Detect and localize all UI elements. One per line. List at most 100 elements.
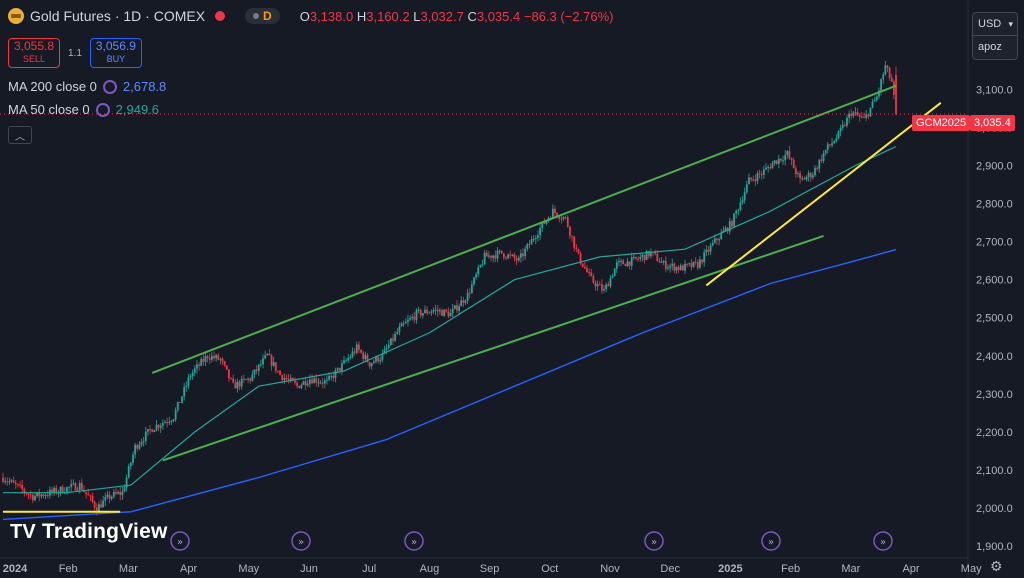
candle-body	[741, 200, 744, 203]
candle-body	[298, 385, 301, 389]
candle-body	[490, 255, 492, 258]
candle-body	[127, 466, 130, 478]
candle-body	[394, 333, 397, 341]
candle-body	[596, 284, 599, 287]
symbol-title[interactable]: Gold Futures · 1D · COMEX	[30, 8, 206, 24]
candle-body	[488, 255, 490, 257]
candle-body	[294, 380, 296, 383]
candle-body	[660, 262, 663, 264]
candle-body	[860, 116, 863, 118]
buy-button[interactable]: 3,056.9 BUY	[89, 38, 142, 68]
candle-body	[816, 167, 819, 169]
y-tick-label: 1,900.0	[976, 541, 1013, 553]
candle-body	[537, 235, 539, 238]
candle-body	[89, 495, 92, 497]
y-tick-label: 2,400.0	[976, 351, 1013, 363]
candle-body	[468, 292, 471, 294]
candle-body	[628, 261, 631, 266]
candle-body	[343, 360, 345, 364]
candle-body	[605, 284, 608, 290]
candle-body	[871, 101, 874, 108]
candle-body	[10, 480, 13, 482]
scale-mode[interactable]: apoz	[978, 41, 1002, 53]
trade-buttons: 3,055.8 SELL 1.1 3,056.9 BUY	[8, 38, 142, 68]
tradingview-logo[interactable]: TV TradingView	[10, 520, 167, 544]
candle-body	[650, 251, 652, 257]
candle-body	[176, 402, 179, 411]
candle-body	[626, 261, 629, 267]
sell-button[interactable]: 3,055.8 SELL	[8, 38, 60, 68]
candle-body	[132, 454, 134, 463]
candle-body	[694, 261, 697, 263]
candle-body	[824, 149, 827, 154]
ma200-legend[interactable]: MA 200 close 0 2,678.8	[8, 79, 166, 94]
candle-body	[545, 220, 548, 224]
data-status-badge[interactable]: D	[245, 8, 280, 24]
candle-body	[639, 257, 642, 259]
candle-body	[159, 425, 162, 428]
candle-body	[119, 492, 122, 495]
candle-body	[264, 355, 267, 359]
candle-body	[524, 248, 527, 257]
candle-body	[701, 259, 703, 263]
ma50-legend[interactable]: MA 50 close 0 2,949.6	[8, 102, 159, 117]
candle-body	[809, 173, 812, 178]
candle-body	[733, 213, 735, 227]
candle-body	[430, 311, 433, 313]
candle-body	[835, 138, 838, 142]
candle-body	[59, 486, 62, 492]
candle-body	[104, 497, 107, 501]
candle-body	[66, 487, 68, 493]
candle-body	[647, 250, 650, 257]
candle-body	[439, 310, 441, 312]
candle-body	[613, 268, 616, 277]
event-marker-icon	[644, 531, 664, 551]
sync-icon[interactable]	[95, 102, 110, 117]
candle-body	[554, 208, 556, 213]
candle-body	[134, 444, 137, 455]
candle-body	[794, 168, 797, 175]
candle-body	[311, 379, 313, 384]
candle-body	[664, 261, 667, 269]
collapse-legend-button[interactable]: ︿	[8, 126, 32, 144]
candle-body	[362, 352, 365, 359]
candle-body	[805, 177, 808, 180]
candle-body	[289, 378, 292, 380]
y-tick-label: 2,300.0	[976, 389, 1013, 401]
candle-body	[560, 218, 563, 220]
candle-body	[658, 261, 661, 263]
candle-body	[151, 429, 154, 432]
candle-body	[191, 372, 194, 377]
spread-value: 1.1	[68, 47, 82, 59]
candle-body	[259, 364, 262, 366]
candle-body	[750, 177, 752, 180]
candle-body	[569, 226, 571, 236]
sync-icon[interactable]	[102, 79, 117, 94]
candle-body	[202, 358, 205, 362]
x-tick-label: Mar	[841, 563, 860, 575]
candle-body	[854, 112, 857, 114]
candle-body	[396, 332, 399, 334]
event-arrow-icon: »	[298, 537, 304, 548]
candle-body	[541, 221, 544, 228]
candle-body	[4, 481, 7, 483]
x-tick-label: May	[961, 563, 982, 575]
scale-selector[interactable]: USD apoz	[972, 12, 1018, 60]
candle-body	[801, 178, 804, 180]
candle-body	[803, 178, 806, 180]
candle-body	[370, 363, 373, 367]
candle-body	[577, 248, 580, 254]
candle-body	[402, 323, 405, 325]
candle-body	[379, 359, 382, 362]
candle-body	[392, 338, 394, 341]
market-closed-icon	[215, 11, 226, 21]
candle-body	[677, 266, 680, 270]
candle-body	[279, 371, 281, 375]
gear-icon[interactable]: ⚙	[990, 558, 1003, 574]
candle-body	[681, 265, 684, 271]
currency-dropdown[interactable]: USD	[973, 13, 1017, 36]
candle-body	[242, 378, 245, 380]
candle-body	[185, 385, 188, 387]
candle-body	[166, 422, 169, 424]
